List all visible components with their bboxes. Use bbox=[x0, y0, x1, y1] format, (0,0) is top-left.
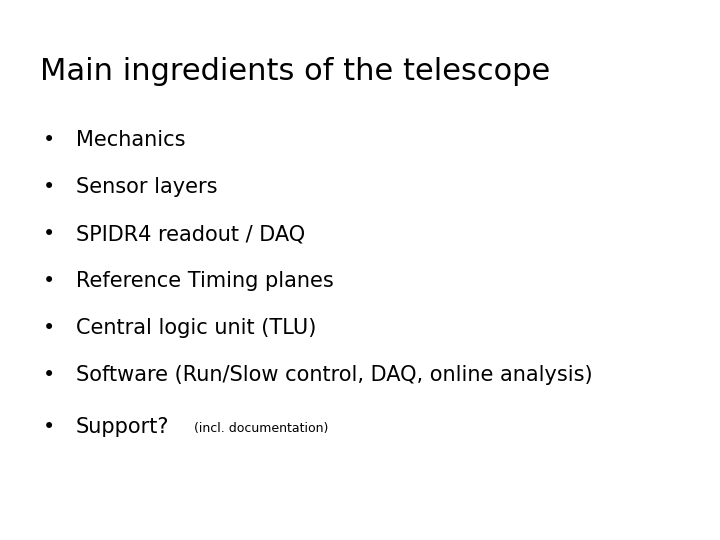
Text: SPIDR4 readout / DAQ: SPIDR4 readout / DAQ bbox=[76, 224, 305, 245]
Text: •: • bbox=[43, 318, 55, 339]
Text: Central logic unit (TLU): Central logic unit (TLU) bbox=[76, 318, 316, 339]
Text: •: • bbox=[43, 416, 55, 437]
Text: •: • bbox=[43, 271, 55, 292]
Text: •: • bbox=[43, 365, 55, 386]
Text: •: • bbox=[43, 177, 55, 198]
Text: Sensor layers: Sensor layers bbox=[76, 177, 217, 198]
Text: (incl. documentation): (incl. documentation) bbox=[194, 422, 329, 435]
Text: •: • bbox=[43, 130, 55, 151]
Text: Software (Run/Slow control, DAQ, online analysis): Software (Run/Slow control, DAQ, online … bbox=[76, 365, 593, 386]
Text: Reference Timing planes: Reference Timing planes bbox=[76, 271, 333, 292]
Text: Main ingredients of the telescope: Main ingredients of the telescope bbox=[40, 57, 550, 86]
Text: Mechanics: Mechanics bbox=[76, 130, 185, 151]
Text: •: • bbox=[43, 224, 55, 245]
Text: Support?: Support? bbox=[76, 416, 169, 437]
